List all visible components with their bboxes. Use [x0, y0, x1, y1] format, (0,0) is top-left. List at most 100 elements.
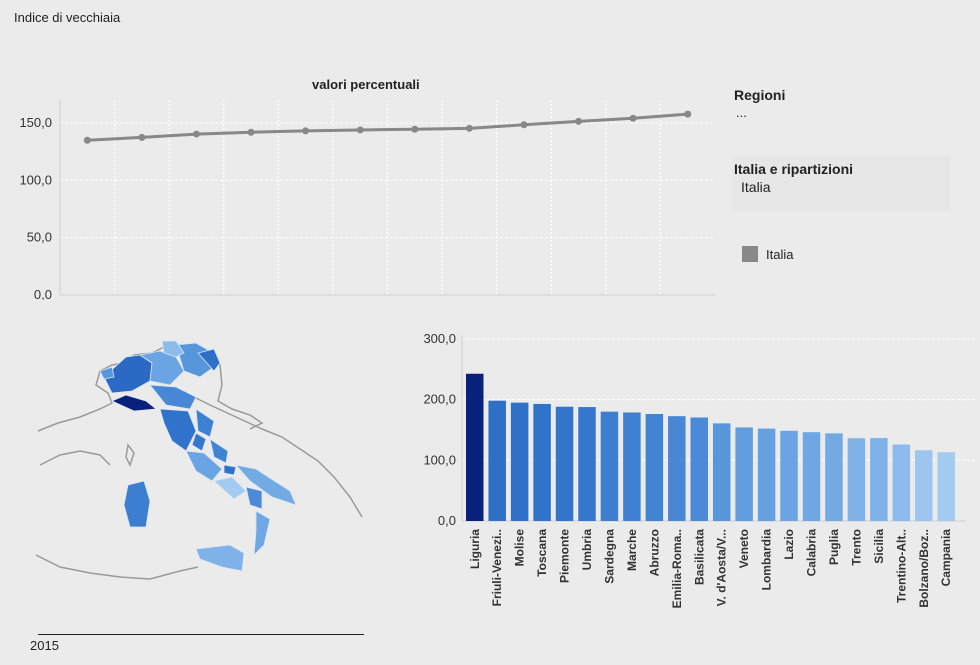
- region-campania[interactable]: [213, 476, 247, 500]
- region-calabria[interactable]: [253, 510, 271, 557]
- bar[interactable]: [735, 427, 753, 521]
- region-sicilia[interactable]: [195, 544, 245, 572]
- ripartizioni-filter-label: Italia e ripartizioni: [734, 161, 854, 177]
- region-liguria[interactable]: [111, 394, 158, 412]
- map-regions[interactable]: [99, 340, 297, 572]
- bar[interactable]: [892, 444, 911, 521]
- map-panel[interactable]: 2015: [0, 305, 367, 653]
- bar[interactable]: [466, 373, 484, 521]
- y-tick-label: 0,0: [438, 513, 456, 528]
- regioni-filter-value[interactable]: ...: [736, 105, 747, 120]
- bar[interactable]: [825, 433, 843, 521]
- region-lazio[interactable]: [185, 450, 223, 482]
- x-tick-label: Trento: [849, 529, 863, 566]
- region-abruzzo[interactable]: [209, 438, 229, 464]
- x-tick-label: Calabria: [805, 529, 819, 577]
- line-chart-title: valori percentuali: [312, 77, 420, 92]
- x-tick-label: V. d'Aosta/V...: [715, 529, 729, 606]
- x-tick-label: Abruzzo: [647, 529, 661, 576]
- line-point[interactable]: [684, 110, 692, 118]
- page-title: Indice di vecchiaia: [14, 10, 121, 25]
- region-marche[interactable]: [195, 408, 215, 438]
- x-tick-label: Sicilia: [872, 529, 886, 564]
- corsica-outline: [125, 443, 135, 467]
- x-tick-label: Trentino-Alt..: [894, 529, 908, 603]
- bar[interactable]: [600, 411, 619, 521]
- bar[interactable]: [645, 413, 664, 521]
- line-point[interactable]: [83, 136, 91, 144]
- ripartizioni-filter-value[interactable]: Italia: [741, 179, 771, 195]
- italy-map[interactable]: [0, 305, 367, 635]
- map-coast-adriatic: [189, 394, 363, 518]
- region-valle-aosta[interactable]: [99, 366, 115, 380]
- region-sardegna[interactable]: [123, 480, 151, 528]
- map-coast-france: [39, 450, 111, 466]
- legend-label: Italia: [766, 246, 794, 262]
- line-point[interactable]: [247, 128, 255, 136]
- y-tick-label: 300,0: [423, 331, 456, 346]
- line-point[interactable]: [356, 126, 364, 134]
- bar[interactable]: [690, 417, 709, 521]
- map-year-label[interactable]: 2015: [30, 638, 59, 653]
- bar-chart[interactable]: 0,0 100,0 200,0 300,0 Liguria Friuli-Venezi..…: [405, 320, 980, 620]
- bar[interactable]: [712, 423, 731, 521]
- line-point[interactable]: [465, 124, 473, 132]
- x-tick-label: Lazio: [782, 529, 796, 560]
- x-tick-label: Sardegna: [602, 529, 616, 584]
- line-chart[interactable]: 0,0 50,0 100,0 150,0: [0, 95, 720, 300]
- bar[interactable]: [578, 407, 596, 521]
- x-tick-label: Marche: [625, 529, 639, 571]
- bar[interactable]: [488, 400, 506, 521]
- x-tick-label: Umbria: [580, 529, 594, 571]
- x-tick-label: Campania: [939, 529, 953, 587]
- x-tick-label: Lombardia: [760, 529, 774, 591]
- x-tick-label: Friuli-Venezi..: [490, 529, 504, 606]
- region-molise[interactable]: [223, 464, 237, 476]
- region-friuli[interactable]: [197, 348, 221, 372]
- map-coast-africa: [35, 554, 199, 580]
- line-point[interactable]: [629, 114, 637, 122]
- bar[interactable]: [555, 406, 574, 521]
- x-tick-label: Liguria: [468, 529, 482, 569]
- line-point[interactable]: [411, 125, 419, 133]
- line-point[interactable]: [575, 117, 583, 125]
- region-basilicata[interactable]: [245, 486, 263, 510]
- map-timeline-axis: [38, 634, 364, 635]
- region-lombardia[interactable]: [138, 350, 185, 386]
- y-tick-label: 100,0: [19, 172, 52, 187]
- bar[interactable]: [623, 412, 641, 521]
- region-umbria[interactable]: [191, 432, 207, 452]
- line-legend[interactable]: Italia: [742, 246, 793, 262]
- bar[interactable]: [802, 432, 821, 521]
- bar[interactable]: [870, 438, 888, 521]
- bar[interactable]: [510, 402, 529, 521]
- y-tick-label: 100,0: [423, 452, 456, 467]
- region-trentino[interactable]: [161, 340, 185, 358]
- line-point[interactable]: [192, 130, 200, 138]
- bar[interactable]: [915, 450, 933, 521]
- bar[interactable]: [780, 430, 798, 521]
- line-point[interactable]: [302, 127, 310, 135]
- bar[interactable]: [668, 416, 686, 521]
- x-tick-label: Veneto: [737, 529, 751, 568]
- x-tick-label: Basilicata: [692, 529, 706, 585]
- ripartizioni-filter[interactable]: Italia e ripartizioni Italia: [732, 155, 950, 211]
- region-puglia[interactable]: [234, 464, 297, 506]
- y-tick-label: 150,0: [19, 115, 52, 130]
- bar[interactable]: [847, 438, 866, 521]
- y-tick-label: 0,0: [34, 287, 52, 300]
- line-point[interactable]: [520, 121, 528, 129]
- x-tick-label: Bolzano/Boz..: [917, 529, 931, 608]
- x-tick-label: Piemonte: [558, 529, 572, 583]
- bar[interactable]: [757, 428, 776, 521]
- bar[interactable]: [937, 452, 955, 521]
- y-tick-label: 50,0: [27, 230, 52, 245]
- line-series-italia[interactable]: [87, 112, 688, 142]
- region-emilia[interactable]: [149, 384, 197, 410]
- line-point[interactable]: [138, 133, 146, 141]
- bar[interactable]: [533, 403, 551, 521]
- region-toscana[interactable]: [159, 408, 197, 452]
- y-tick-label: 200,0: [423, 392, 456, 407]
- legend-swatch: [742, 246, 758, 262]
- x-tick-label: Emilia-Roma..: [670, 529, 684, 608]
